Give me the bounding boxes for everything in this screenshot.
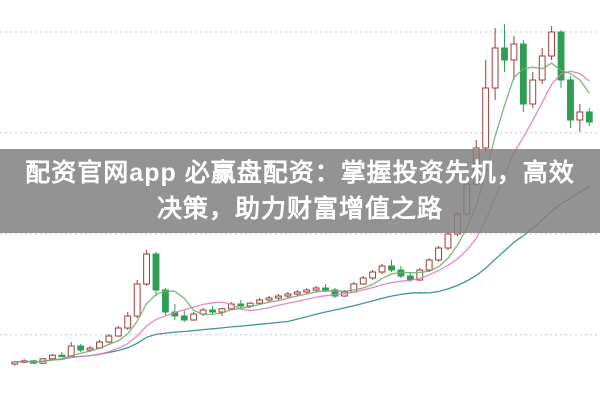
title-banner: 配资官网app 必赢盘配资：掌握投资先机，高效 决策，助力财富增值之路 <box>0 149 600 233</box>
banner-title-line1: 配资官网app 必赢盘配资：掌握投资先机，高效 <box>25 158 575 187</box>
banner-title-line2: 决策，助力财富增值之路 <box>156 195 443 223</box>
